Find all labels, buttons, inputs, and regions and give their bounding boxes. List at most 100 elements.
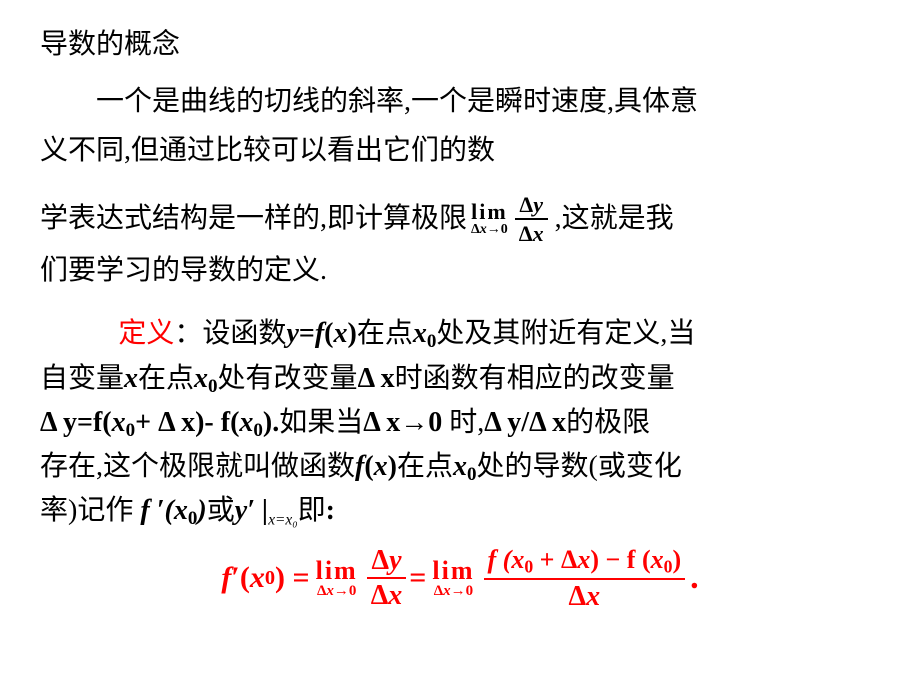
- dx-to-0: Δ x→0: [363, 407, 449, 438]
- frac1: Δy Δx: [367, 546, 407, 611]
- def-t8: 处的导数(或变化: [477, 451, 682, 482]
- lim2-sub: Δx→0: [434, 584, 473, 599]
- definition-paragraph: 定义：设函数y=f(x)在点x0处及其附近有定义,当: [40, 312, 880, 356]
- x0-0: 0: [427, 331, 437, 352]
- frac-bar: [515, 218, 548, 220]
- rp: ): [348, 318, 357, 349]
- frac1-num: Δy: [368, 546, 406, 575]
- frac2-den: Δx: [565, 582, 605, 611]
- lim2-label: lim: [432, 558, 474, 584]
- fx-f: f: [355, 451, 364, 482]
- frac2-bar: [484, 578, 686, 580]
- frac1-den: Δx: [367, 581, 407, 610]
- frac2-num: f (x0 + Δx) − f (x0): [484, 546, 686, 576]
- def-l5a: 率)记作: [40, 495, 140, 526]
- x0-0f: 0: [188, 508, 198, 529]
- definition-line2: 自变量x在点x0处有改变量Δ x时函数有相应的改变量: [40, 357, 880, 401]
- delta-y-over-delta-x: Δy Δx: [515, 193, 548, 245]
- delta-x: Δ x: [358, 363, 395, 394]
- def-t3: 处及其附近有定义,当: [436, 318, 695, 349]
- x-var: x: [334, 318, 348, 349]
- limit-sentence-post: ,这就是我: [555, 197, 674, 240]
- mid-eq: =: [409, 561, 426, 595]
- definition-line3: Δ y=f(x0+ Δ x)- f(x0).如果当Δ x→0 时,Δ y/Δ x…: [40, 401, 880, 445]
- limit-sentence-line1: 学表达式结构是一样的,即计算极限 lim Δx→0 Δy Δx ,这就是我: [40, 193, 880, 245]
- def-or: 或: [207, 495, 235, 526]
- yprime: y′ |: [235, 495, 268, 526]
- lim1-label: lim: [316, 558, 358, 584]
- frac-numerator: Δy: [515, 193, 547, 216]
- x0-x6: x: [174, 495, 188, 526]
- lhs-x: x: [250, 561, 265, 595]
- definition-line5: 率)记作 f ′(x0)或y′ |x=x₀即:: [40, 489, 880, 533]
- x0-0b: 0: [208, 375, 218, 396]
- lhs-0: 0: [265, 567, 275, 590]
- document-page: 导数的概念 一个是曲线的切线的斜率,一个是瞬时速度,具体意 义不同,但通过比较可…: [0, 0, 920, 690]
- frac1-bar: [367, 577, 407, 579]
- lim1-sub: Δx→0: [317, 584, 356, 599]
- x0-0c: 0: [126, 420, 136, 441]
- def-ji: 即: [298, 495, 326, 526]
- derivative-definition-equation: f ′( x 0 ) = lim Δx→0 Δy Δx = lim Δx→0: [40, 546, 880, 611]
- intro-line1: 一个是曲线的切线的斜率,一个是瞬时速度,具体意: [96, 86, 698, 117]
- intro-paragraph-line1: 一个是曲线的切线的斜率,一个是瞬时速度,具体意: [40, 80, 880, 123]
- f-sym: f: [315, 318, 324, 349]
- fx-lp: (: [364, 451, 373, 482]
- definition-keyword: 定义: [118, 318, 174, 349]
- def-l2c: 处有改变量: [218, 363, 358, 394]
- x0-x5: x: [453, 451, 467, 482]
- x0-x4: x: [239, 407, 253, 438]
- fprime-rp: ): [197, 495, 206, 526]
- def-l4: 存在,这个极限就叫做函数: [40, 451, 355, 482]
- def-l2b: 在点: [138, 363, 194, 394]
- x0-0e: 0: [467, 464, 477, 485]
- lhs-rp-eq: ) =: [275, 561, 310, 595]
- def-t4: 如果当: [279, 407, 363, 438]
- intro-line2: 义不同,但通过比较可以看出它们的数: [40, 135, 495, 166]
- limit-sentence-line2: 们要学习的导数的定义.: [40, 249, 880, 292]
- limit-sentence-pre: 学表达式结构是一样的,即计算极限: [40, 197, 467, 240]
- x0-x2: x: [194, 363, 208, 394]
- equation-body: f ′( x 0 ) = lim Δx→0 Δy Δx = lim Δx→0: [221, 546, 698, 611]
- lim-subscript: Δx→0: [471, 223, 508, 237]
- lim-label: lim: [471, 201, 508, 223]
- def-t2: 在点: [357, 318, 413, 349]
- inline-limit-expression: lim Δx→0 Δy Δx: [471, 193, 551, 245]
- def-t7: 在点: [397, 451, 453, 482]
- def-t6: 的极限: [566, 407, 650, 438]
- frac-denominator: Δx: [515, 222, 548, 245]
- intro-paragraph-line2: 义不同,但通过比较可以看出它们的数: [40, 129, 880, 172]
- def-colon2: :: [326, 495, 335, 526]
- yprime-sub: x=x₀: [268, 512, 297, 529]
- eq-sign: =: [299, 318, 315, 349]
- y-var: y: [286, 318, 298, 349]
- fx-rp: ): [388, 451, 397, 482]
- fx-x: x: [374, 451, 388, 482]
- def-t5: 时,: [449, 407, 484, 438]
- limit-sentence-l2: 们要学习的导数的定义.: [40, 255, 327, 286]
- def-colon: ：: [174, 318, 202, 349]
- frac2: f (x0 + Δx) − f (x0) Δx: [484, 546, 686, 611]
- lim2: lim Δx→0: [432, 558, 474, 599]
- page-title: 导数的概念: [40, 22, 880, 62]
- fprime-a: f ′(: [140, 495, 174, 526]
- x0-0d: 0: [253, 420, 263, 441]
- definition-line4: 存在,这个极限就叫做函数f(x)在点x0处的导数(或变化: [40, 445, 880, 489]
- title-text: 导数的概念: [40, 29, 180, 60]
- dy-dx-ratio: Δ y/Δ x: [484, 407, 566, 438]
- dy-expr-a: Δ y=f(: [40, 407, 112, 438]
- lim-operator: lim Δx→0: [471, 201, 508, 237]
- x-var2: x: [124, 363, 138, 394]
- lp: (: [324, 318, 333, 349]
- final-period: .: [690, 559, 699, 597]
- lim1: lim Δx→0: [316, 558, 358, 599]
- dy-expr-c: ).: [263, 407, 279, 438]
- lhs-prime-lp: ′(: [231, 561, 249, 595]
- x0-x3: x: [112, 407, 126, 438]
- def-l2d: 时函数有相应的改变量: [395, 363, 675, 394]
- lhs-f: f: [221, 561, 231, 595]
- def-l2a: 自变量: [40, 363, 124, 394]
- x0-x: x: [413, 318, 427, 349]
- def-t1: 设函数: [202, 318, 286, 349]
- dy-expr-b: + Δ x)- f(: [135, 407, 239, 438]
